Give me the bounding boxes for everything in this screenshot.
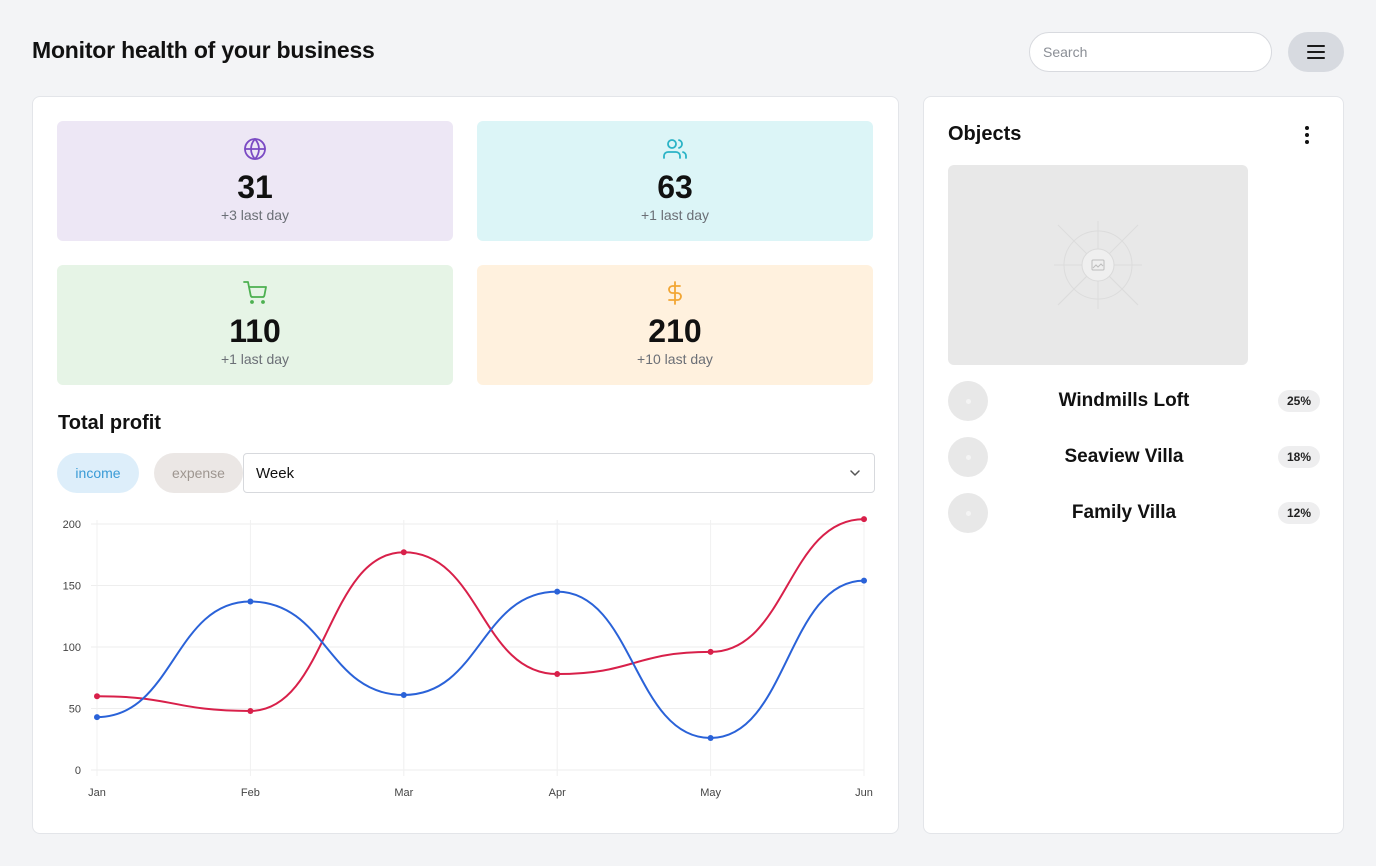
object-name: Family Villa — [1071, 502, 1177, 523]
stat-card-orders: 110 +1 last day — [57, 265, 453, 385]
stat-change: +10 last day — [637, 351, 713, 367]
data-point-0 — [247, 707, 254, 714]
y-tick-label: 0 — [75, 765, 81, 777]
object-item[interactable]: Family Villa 12% — [948, 493, 1320, 533]
hamburger-icon — [1307, 45, 1325, 59]
menu-button[interactable] — [1288, 32, 1344, 72]
object-avatar — [948, 381, 988, 421]
profit-line-chart: 0 50 100 150 200 Jan Feb Mar Apr May Jun — [63, 516, 873, 799]
cart-icon — [243, 281, 267, 304]
y-tick-label: 50 — [69, 704, 81, 716]
object-image-placeholder — [948, 165, 1248, 365]
data-point-0 — [554, 671, 561, 678]
data-point-1 — [861, 577, 867, 584]
objects-card: Objects Windmills Loft 25% Seaview Villa… — [923, 96, 1344, 834]
object-name: Seaview Villa — [1064, 446, 1184, 467]
data-point-1 — [554, 588, 561, 595]
dashboard-card: 31 +3 last day 63 +1 last day 110 +1 las… — [32, 96, 899, 834]
series-line-0 — [96, 518, 865, 712]
x-tick-label: May — [700, 787, 721, 799]
users-icon — [663, 139, 687, 159]
object-item[interactable]: Windmills Loft 25% — [948, 381, 1320, 421]
data-point-1 — [400, 691, 407, 698]
x-tick-label: Mar — [394, 787, 413, 799]
x-tick-label: Jun — [855, 787, 873, 799]
data-point-0 — [861, 516, 867, 523]
dollar-icon — [668, 281, 682, 305]
y-tick-label: 150 — [63, 581, 81, 593]
stat-change: +1 last day — [640, 207, 710, 223]
stat-value: 31 — [237, 169, 273, 205]
series-line-1 — [96, 579, 865, 740]
stat-change: +1 last day — [220, 351, 290, 367]
more-options-button[interactable] — [1296, 123, 1318, 147]
chevron-down-icon — [850, 470, 860, 476]
stat-change: +3 last day — [220, 207, 290, 223]
objects-title: Objects — [948, 123, 1022, 145]
image-placeholder-icon — [1054, 221, 1142, 309]
object-avatar — [948, 493, 988, 533]
period-select[interactable]: Week — [243, 453, 875, 493]
income-toggle[interactable]: income — [57, 453, 139, 493]
object-percent-badge: 25% — [1277, 390, 1320, 412]
data-point-1 — [247, 598, 254, 605]
kebab-menu-icon — [1305, 126, 1309, 144]
stat-card-users: 63 +1 last day — [477, 121, 873, 241]
data-point-0 — [400, 549, 407, 556]
globe-icon — [244, 138, 266, 160]
object-avatar — [948, 437, 988, 477]
object-percent-badge: 18% — [1277, 446, 1320, 468]
stat-card-visits: 31 +3 last day — [57, 121, 453, 241]
x-tick-label: Feb — [241, 787, 260, 799]
object-percent-badge: 12% — [1277, 502, 1320, 524]
x-tick-label: Jan — [88, 787, 106, 799]
y-tick-label: 100 — [63, 642, 81, 654]
data-point-1 — [707, 735, 714, 742]
stat-value: 110 — [229, 313, 281, 349]
data-point-1 — [94, 714, 100, 721]
data-point-0 — [94, 693, 100, 700]
y-tick-label: 200 — [63, 519, 81, 531]
x-tick-label: Apr — [549, 787, 566, 799]
total-profit-title: Total profit — [58, 412, 161, 434]
stat-card-revenue: 210 +10 last day — [477, 265, 873, 385]
stat-value: 63 — [657, 169, 693, 205]
data-point-0 — [707, 648, 714, 655]
page-title: Monitor health of your business — [32, 37, 375, 63]
stat-value: 210 — [648, 313, 702, 349]
object-item[interactable]: Seaview Villa 18% — [948, 437, 1320, 477]
object-name: Windmills Loft — [1058, 390, 1190, 411]
period-select-value: Week — [256, 464, 295, 482]
search-input[interactable] — [1029, 32, 1272, 72]
expense-toggle[interactable]: expense — [154, 453, 243, 493]
